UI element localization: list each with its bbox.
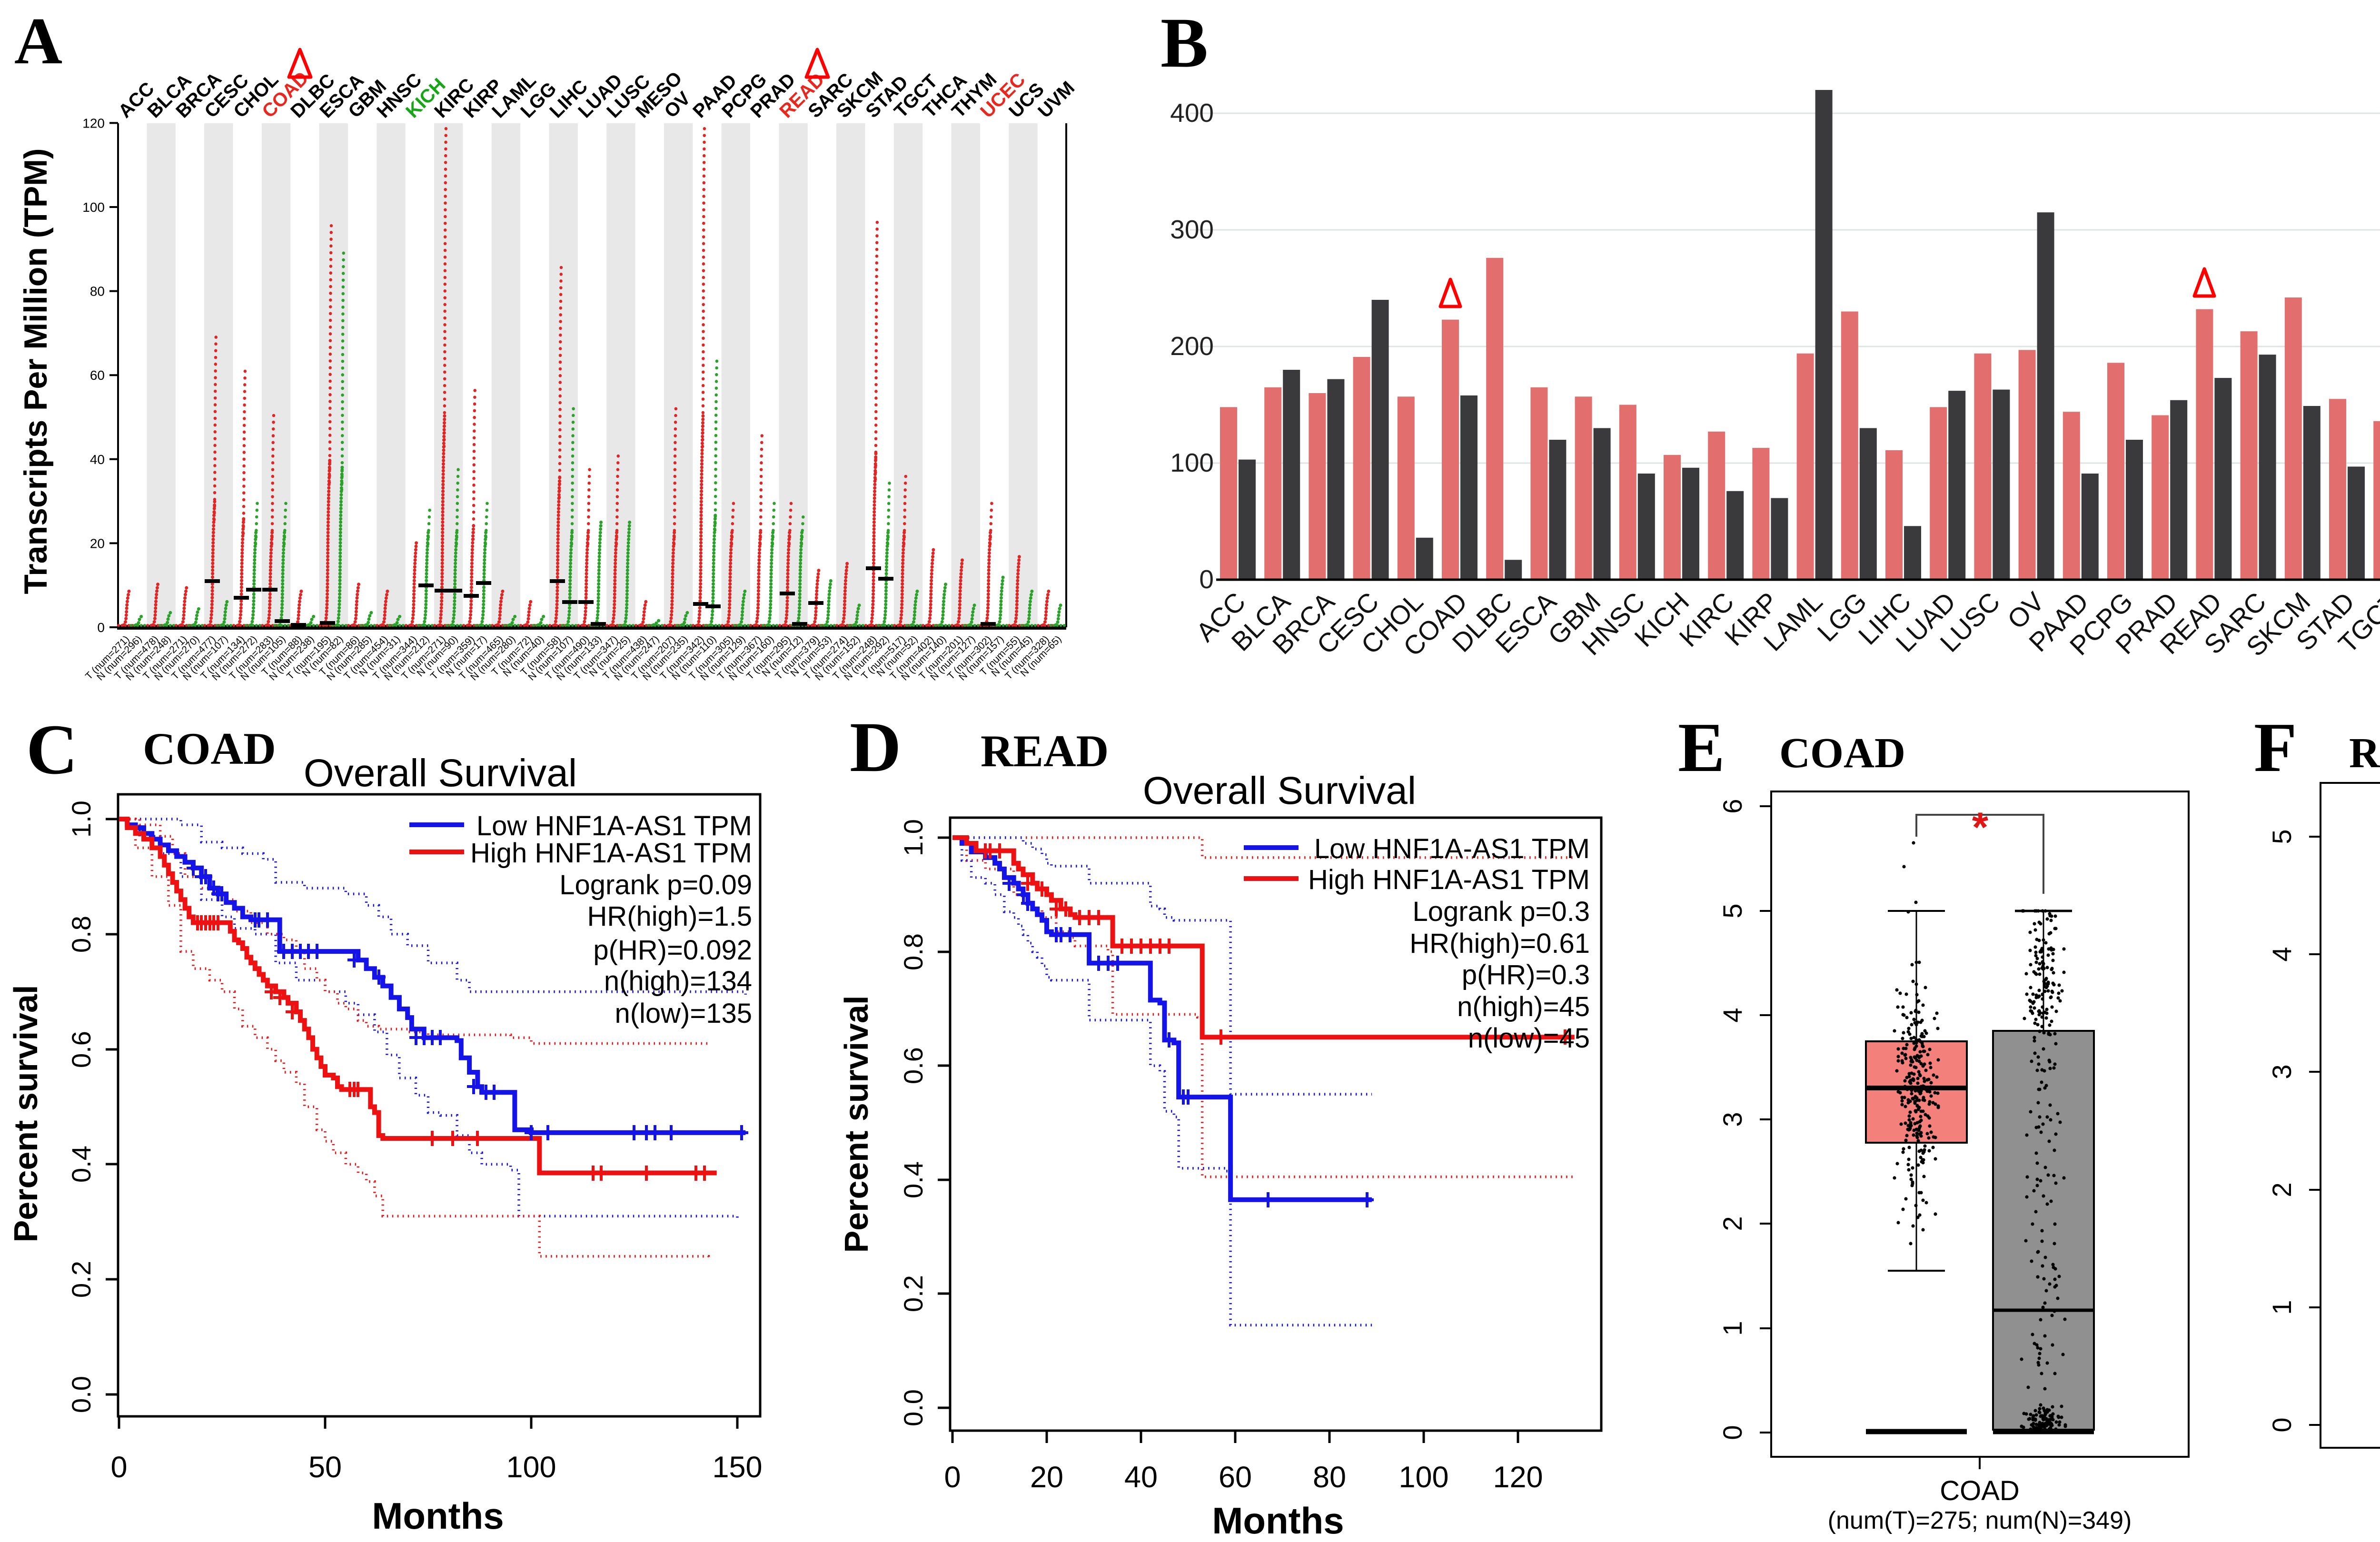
- svg-text:2: 2: [1717, 1216, 1747, 1231]
- svg-text:20: 20: [90, 536, 105, 551]
- svg-text:0.6: 0.6: [898, 1047, 928, 1084]
- svg-text:n(high)=134: n(high)=134: [604, 966, 752, 997]
- svg-text:3: 3: [2267, 1064, 2297, 1079]
- svg-text:0: 0: [2267, 1417, 2297, 1432]
- svg-text:5: 5: [2267, 829, 2297, 844]
- svg-text:Logrank p=0.3: Logrank p=0.3: [1413, 896, 1590, 927]
- svg-text:0: 0: [1199, 564, 1214, 594]
- svg-text:0: 0: [1717, 1425, 1747, 1440]
- svg-text:D: D: [850, 714, 901, 787]
- svg-text:100: 100: [1170, 448, 1214, 477]
- svg-text:100: 100: [82, 200, 105, 215]
- svg-text:40: 40: [1124, 1461, 1158, 1494]
- svg-text:60: 60: [1219, 1461, 1252, 1494]
- svg-text:n(low)=45: n(low)=45: [1468, 1023, 1590, 1054]
- svg-text:Percent survival: Percent survival: [838, 996, 875, 1253]
- svg-text:READ: READ: [981, 726, 1109, 776]
- svg-text:Logrank p=0.09: Logrank p=0.09: [559, 870, 752, 900]
- svg-text:0.4: 0.4: [66, 1146, 96, 1183]
- svg-text:Low HNF1A-AS1 TPM: Low HNF1A-AS1 TPM: [476, 811, 752, 841]
- svg-text:READ: READ: [2349, 730, 2380, 777]
- svg-text:B: B: [1160, 3, 1208, 82]
- svg-text:1.0: 1.0: [898, 819, 928, 856]
- svg-text:80: 80: [1313, 1461, 1346, 1494]
- svg-text:100: 100: [506, 1451, 556, 1484]
- svg-text:4: 4: [1717, 1008, 1747, 1022]
- svg-text:COAD: COAD: [1779, 730, 1905, 777]
- svg-text:120: 120: [82, 116, 105, 130]
- svg-text:High HNF1A-AS1 TPM: High HNF1A-AS1 TPM: [1308, 864, 1590, 895]
- svg-text:5: 5: [1717, 903, 1747, 918]
- svg-text:40: 40: [90, 452, 105, 467]
- svg-text:Percent survival: Percent survival: [7, 985, 44, 1243]
- svg-text:F: F: [2254, 714, 2297, 787]
- svg-text:p(HR)=0.3: p(HR)=0.3: [1462, 959, 1590, 990]
- svg-text:*: *: [1972, 803, 1989, 850]
- svg-text:HR(high)=0.61: HR(high)=0.61: [1409, 928, 1590, 959]
- svg-text:150: 150: [712, 1451, 762, 1484]
- svg-text:E: E: [1678, 714, 1725, 787]
- svg-text:0.2: 0.2: [66, 1261, 96, 1298]
- svg-text:1: 1: [1717, 1321, 1747, 1335]
- svg-text:120: 120: [1493, 1461, 1543, 1494]
- svg-text:80: 80: [90, 284, 105, 299]
- svg-text:(num(T)=275; num(N)=349): (num(T)=275; num(N)=349): [1828, 1507, 2132, 1534]
- svg-text:2: 2: [2267, 1182, 2297, 1197]
- svg-text:Months: Months: [372, 1495, 504, 1537]
- svg-text:Overall Survival: Overall Survival: [1143, 769, 1416, 812]
- svg-text:50: 50: [308, 1451, 342, 1484]
- svg-text:0.8: 0.8: [66, 916, 96, 953]
- svg-text:0.2: 0.2: [898, 1275, 928, 1312]
- svg-text:300: 300: [1170, 215, 1214, 244]
- svg-text:200: 200: [1170, 331, 1214, 361]
- svg-text:6: 6: [1717, 799, 1747, 813]
- svg-text:0: 0: [97, 620, 105, 635]
- svg-text:Months: Months: [1212, 1500, 1344, 1542]
- svg-text:HR(high)=1.5: HR(high)=1.5: [587, 901, 752, 932]
- svg-text:A: A: [14, 4, 62, 78]
- svg-text:C: C: [26, 714, 78, 789]
- svg-text:0.4: 0.4: [898, 1161, 928, 1198]
- svg-text:100: 100: [1398, 1461, 1448, 1494]
- svg-text:COAD: COAD: [143, 723, 276, 774]
- svg-text:0: 0: [110, 1451, 127, 1484]
- svg-text:60: 60: [90, 368, 105, 383]
- svg-text:20: 20: [1030, 1461, 1063, 1494]
- svg-text:1.0: 1.0: [66, 801, 96, 838]
- svg-text:0.8: 0.8: [898, 933, 928, 970]
- svg-text:p(HR)=0.092: p(HR)=0.092: [593, 935, 752, 966]
- svg-text:3: 3: [1717, 1112, 1747, 1127]
- svg-text:Transcripts Per Million (TPM): Transcripts Per Million (TPM): [18, 148, 54, 594]
- svg-text:0.0: 0.0: [898, 1389, 928, 1426]
- svg-text:High HNF1A-AS1 TPM: High HNF1A-AS1 TPM: [470, 838, 752, 869]
- svg-text:n(low)=135: n(low)=135: [615, 998, 752, 1029]
- svg-text:0.0: 0.0: [66, 1376, 96, 1413]
- svg-text:COAD: COAD: [1940, 1475, 2020, 1506]
- svg-text:0.6: 0.6: [66, 1031, 96, 1068]
- svg-text:Overall Survival: Overall Survival: [304, 751, 577, 795]
- svg-text:0: 0: [944, 1461, 961, 1494]
- svg-text:4: 4: [2267, 947, 2297, 961]
- svg-text:Low HNF1A-AS1 TPM: Low HNF1A-AS1 TPM: [1314, 833, 1590, 864]
- svg-text:1: 1: [2267, 1300, 2297, 1315]
- svg-text:400: 400: [1170, 98, 1214, 128]
- svg-text:n(high)=45: n(high)=45: [1457, 991, 1590, 1022]
